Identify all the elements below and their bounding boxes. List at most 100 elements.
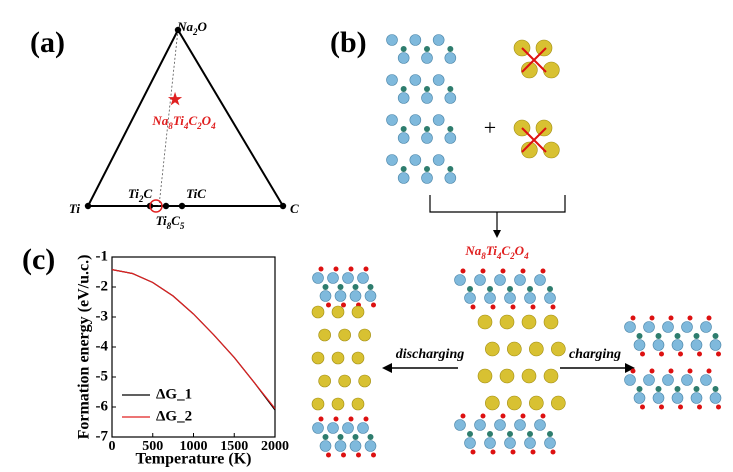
ti-atom (633, 339, 646, 351)
na-atom (351, 397, 365, 411)
x-tick-label: 0 (109, 439, 116, 454)
c-atom (507, 431, 513, 437)
na-atom (311, 351, 325, 365)
subscript: 4 (210, 121, 216, 131)
subscript: 4 (496, 251, 502, 261)
ti-atom (624, 374, 636, 386)
y-tick-label: -4 (96, 338, 109, 354)
c-atom (674, 333, 681, 339)
element: C (501, 243, 510, 258)
ti-atom (671, 392, 684, 404)
c-atom (352, 434, 359, 440)
na-atom (338, 328, 351, 342)
na-atom (535, 119, 553, 137)
element: C (188, 113, 197, 128)
x-tick-label: 2000 (261, 439, 289, 454)
ti-atom (397, 172, 410, 184)
c-atom (655, 386, 662, 392)
o-atom (326, 452, 331, 458)
formula: Na2O (176, 19, 207, 37)
o-atom (341, 302, 346, 308)
ti-atom (409, 74, 422, 86)
na-atom (507, 341, 522, 357)
na-atom (331, 351, 345, 365)
element: Ti (486, 243, 497, 258)
o-atom (470, 304, 476, 310)
o-atom (363, 266, 369, 272)
ti-atom (534, 274, 546, 286)
tie-line (158, 29, 179, 207)
ti-atom (444, 92, 457, 104)
subscript: 8 (168, 121, 173, 131)
o-atom (706, 315, 712, 321)
o-atom (333, 266, 339, 272)
o-atom (460, 268, 466, 274)
y-tick-label: -5 (96, 368, 109, 384)
o-atom (490, 449, 496, 455)
c-atom (467, 431, 473, 437)
o-atom (470, 449, 476, 455)
ti-atom (700, 321, 712, 333)
na-atom (499, 314, 515, 330)
c-atom (636, 386, 643, 392)
legend-label: ΔG_2 (156, 408, 192, 424)
o-atom (630, 315, 636, 321)
y-tick-label: -1 (96, 248, 109, 264)
o-atom (520, 268, 526, 274)
o-atom (480, 268, 486, 274)
na-atom (358, 374, 371, 388)
ti-atom (386, 34, 398, 46)
na-atom (311, 397, 325, 411)
ti-atom (464, 437, 476, 449)
o-atom (678, 404, 683, 410)
ti-atom (624, 321, 636, 333)
ti-atom (334, 440, 347, 452)
na-atom (535, 39, 553, 57)
y-tick-label: -7 (96, 428, 109, 444)
subscript: 5 (180, 221, 185, 231)
ti-atom (386, 74, 398, 86)
ti-atom (334, 290, 347, 302)
ti-atom (494, 419, 506, 431)
ti-atom (643, 374, 655, 386)
arrow-head (493, 230, 501, 238)
ti-atom (364, 440, 377, 452)
c-atom (322, 434, 329, 440)
x-tick-label: 500 (142, 439, 163, 454)
ti-atom (504, 292, 516, 304)
na-atom (318, 374, 331, 388)
vertex-label: Ti (69, 201, 80, 216)
ti-atom (690, 339, 703, 351)
ti-atom (474, 274, 486, 286)
plus: + (484, 115, 496, 140)
ti-atom (534, 419, 546, 431)
subscript: 8 (167, 221, 172, 231)
c-atom (424, 166, 430, 172)
c-atom (447, 46, 454, 52)
c-atom (337, 434, 344, 440)
arrow-head (382, 363, 392, 373)
c-atom (400, 126, 407, 132)
x-tick-label: 1000 (180, 439, 208, 454)
panel-label: (b) (330, 26, 367, 59)
o-atom (520, 413, 526, 419)
o-atom (678, 351, 683, 357)
phase-triangle (86, 27, 285, 207)
ti-atom (409, 114, 422, 126)
y-tick-label: -6 (96, 398, 109, 414)
highlight-ring (149, 199, 163, 213)
phase-label: TiC (186, 186, 206, 201)
na-atom (543, 368, 559, 384)
o-atom (640, 351, 645, 357)
o-atom (649, 315, 655, 321)
o-atom (697, 351, 702, 357)
o-atom (659, 351, 664, 357)
ti-atom (681, 374, 693, 386)
subscript: 8 (481, 251, 486, 261)
na-atom (485, 395, 500, 411)
o-atom (348, 416, 354, 422)
o-atom (706, 368, 712, 374)
o-atom (668, 315, 674, 321)
o-atom (649, 368, 655, 374)
vertex-label: C (290, 201, 299, 216)
